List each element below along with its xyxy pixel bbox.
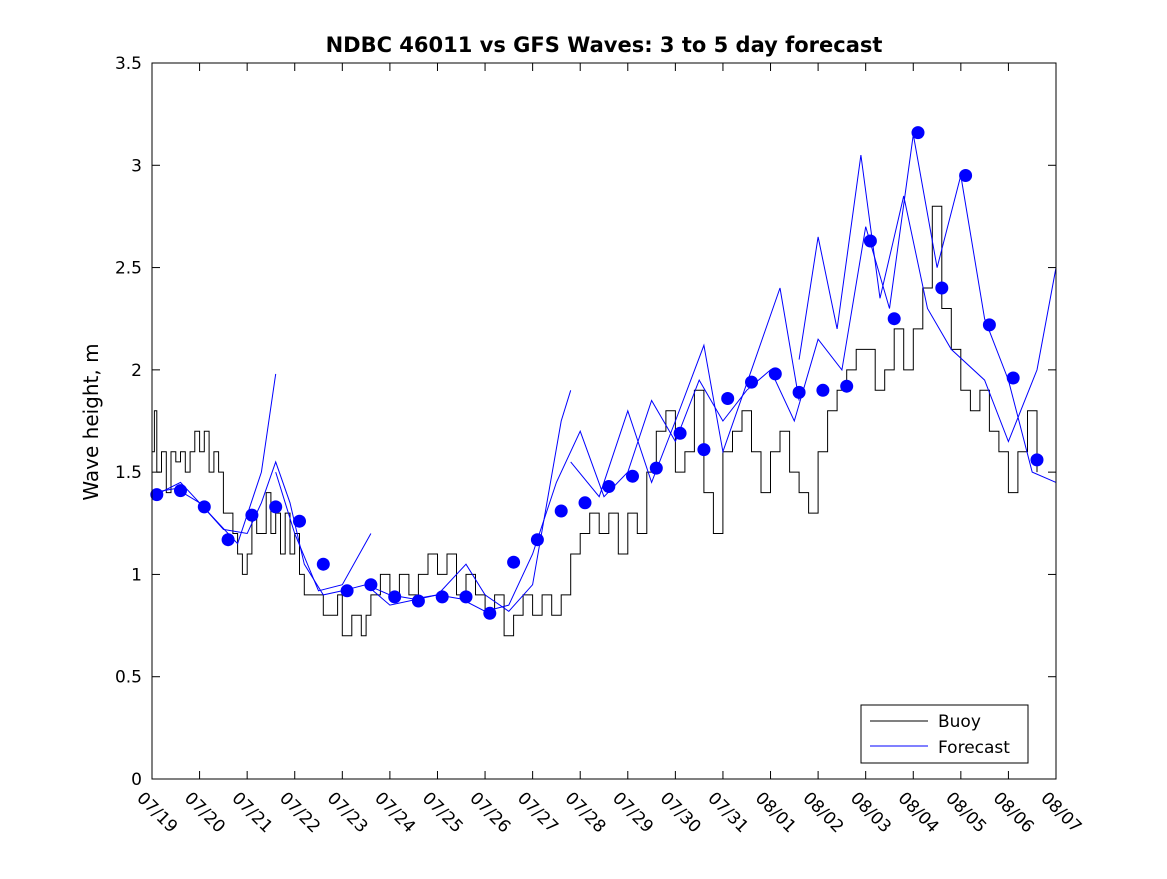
- y-tick-label: 1: [131, 565, 142, 585]
- chart-title: NDBC 46011 vs GFS Waves: 3 to 5 day fore…: [326, 33, 883, 57]
- forecast-line-1: [151, 134, 1057, 612]
- forecast-marker: [554, 504, 568, 518]
- forecast-marker: [316, 557, 330, 571]
- forecast-marker: [673, 426, 687, 440]
- y-tick-label: 0: [131, 770, 142, 790]
- forecast-marker: [578, 496, 592, 510]
- forecast-marker: [340, 584, 354, 598]
- forecast-marker: [411, 594, 425, 608]
- x-tick-label: 07/22: [275, 788, 324, 837]
- forecast-marker: [911, 126, 925, 140]
- forecast-marker: [269, 500, 283, 514]
- forecast-marker: [435, 590, 449, 604]
- forecast-line-6: [798, 155, 1057, 443]
- x-tick-label: 08/05: [941, 788, 990, 837]
- forecast-marker: [745, 375, 758, 389]
- x-tick-label: 08/07: [1036, 788, 1085, 837]
- forecast-marker: [792, 385, 806, 399]
- forecast-marker: [649, 461, 663, 475]
- y-tick-label: 3: [131, 156, 142, 176]
- forecast-marker: [530, 533, 544, 547]
- x-tick-label: 08/03: [846, 788, 895, 837]
- forecast-marker: [1006, 371, 1020, 385]
- forecast-marker: [816, 383, 830, 397]
- forecast-line-4: [365, 390, 572, 612]
- axes-box: [151, 62, 1057, 780]
- legend-forecast-label: Forecast: [938, 738, 1010, 758]
- forecast-marker: [245, 508, 259, 522]
- y-tick-label: 0.5: [115, 668, 142, 688]
- forecast-line-2: [151, 373, 277, 545]
- x-tick-label: 07/20: [180, 788, 229, 837]
- forecast-marker: [197, 500, 211, 514]
- legend-buoy-label: Buoy: [938, 712, 981, 732]
- plot-background: [152, 63, 1056, 779]
- x-tick-label: 07/27: [513, 788, 562, 837]
- forecast-marker: [863, 234, 877, 248]
- forecast-marker: [150, 488, 164, 502]
- y-tick-label: 3.5: [115, 54, 142, 74]
- forecast-marker: [364, 578, 378, 592]
- forecast-marker: [507, 555, 521, 569]
- x-tick-label: 07/29: [608, 788, 657, 837]
- x-tick-label: 07/21: [228, 788, 277, 837]
- forecast-marker: [1030, 453, 1044, 467]
- x-tick-label: 07/30: [656, 788, 705, 837]
- x-tick-label: 08/01: [751, 788, 800, 837]
- forecast-marker: [721, 392, 735, 405]
- forecast-marker: [221, 533, 235, 547]
- x-tick-label: 07/24: [370, 788, 419, 837]
- forecast-marker: [459, 590, 473, 604]
- x-tick-label: 07/19: [132, 788, 181, 837]
- forecast-marker: [982, 318, 996, 332]
- x-tick-label: 08/06: [989, 788, 1038, 837]
- y-axis-label: Wave height, m: [79, 343, 103, 500]
- forecast-marker: [293, 514, 306, 528]
- forecast-marker: [388, 590, 402, 604]
- buoy-series-line: [152, 205, 1038, 637]
- x-tick-label: 07/25: [418, 788, 467, 837]
- x-tick-label: 07/31: [703, 788, 752, 837]
- forecast-line-5: [570, 287, 800, 498]
- y-tick-label: 2: [131, 361, 142, 381]
- x-tick-label: 08/02: [799, 788, 848, 837]
- forecast-marker: [887, 312, 901, 326]
- x-tick-label: 07/23: [323, 788, 372, 837]
- forecast-marker: [840, 379, 854, 393]
- forecast-marker: [768, 367, 782, 381]
- forecast-marker: [626, 469, 639, 483]
- x-tick-label: 07/28: [561, 788, 610, 837]
- legend-box: [860, 704, 1029, 764]
- legend: Buoy Forecast: [860, 704, 1029, 764]
- forecast-marker: [602, 480, 616, 493]
- forecast-marker: [935, 281, 949, 295]
- forecast-marker: [959, 169, 973, 182]
- forecast-marker: [483, 606, 497, 620]
- forecast-marker: [174, 484, 187, 498]
- x-tick-label: 07/26: [466, 788, 515, 837]
- forecast-marker: [697, 443, 711, 457]
- y-tick-label: 1.5: [115, 463, 142, 483]
- forecast-line-3: [275, 471, 372, 592]
- x-tick-label: 08/04: [894, 788, 943, 837]
- y-tick-label: 2.5: [115, 259, 142, 279]
